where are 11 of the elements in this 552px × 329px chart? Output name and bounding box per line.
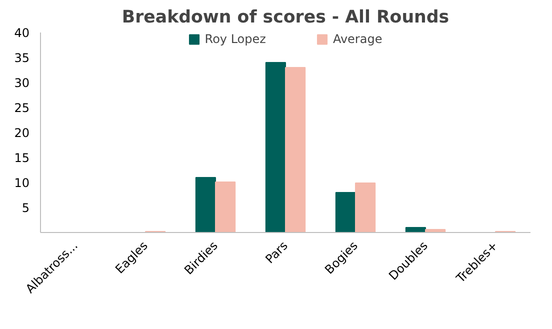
legend-label: Average xyxy=(332,32,382,46)
y-tick-label: 25 xyxy=(14,101,30,115)
y-tick-label: 30 xyxy=(14,76,30,90)
legend-label: Roy Lopez xyxy=(204,32,266,46)
y-tick-label: 5 xyxy=(22,201,30,215)
y-tick-label: 35 xyxy=(14,51,30,65)
y-tick-label: 20 xyxy=(14,126,30,140)
y-tick-label: 10 xyxy=(14,176,30,190)
y-tick-label: 40 xyxy=(14,26,30,40)
chart-title: Breakdown of scores - All Rounds xyxy=(122,8,450,28)
y-tick-label: 15 xyxy=(14,151,30,165)
